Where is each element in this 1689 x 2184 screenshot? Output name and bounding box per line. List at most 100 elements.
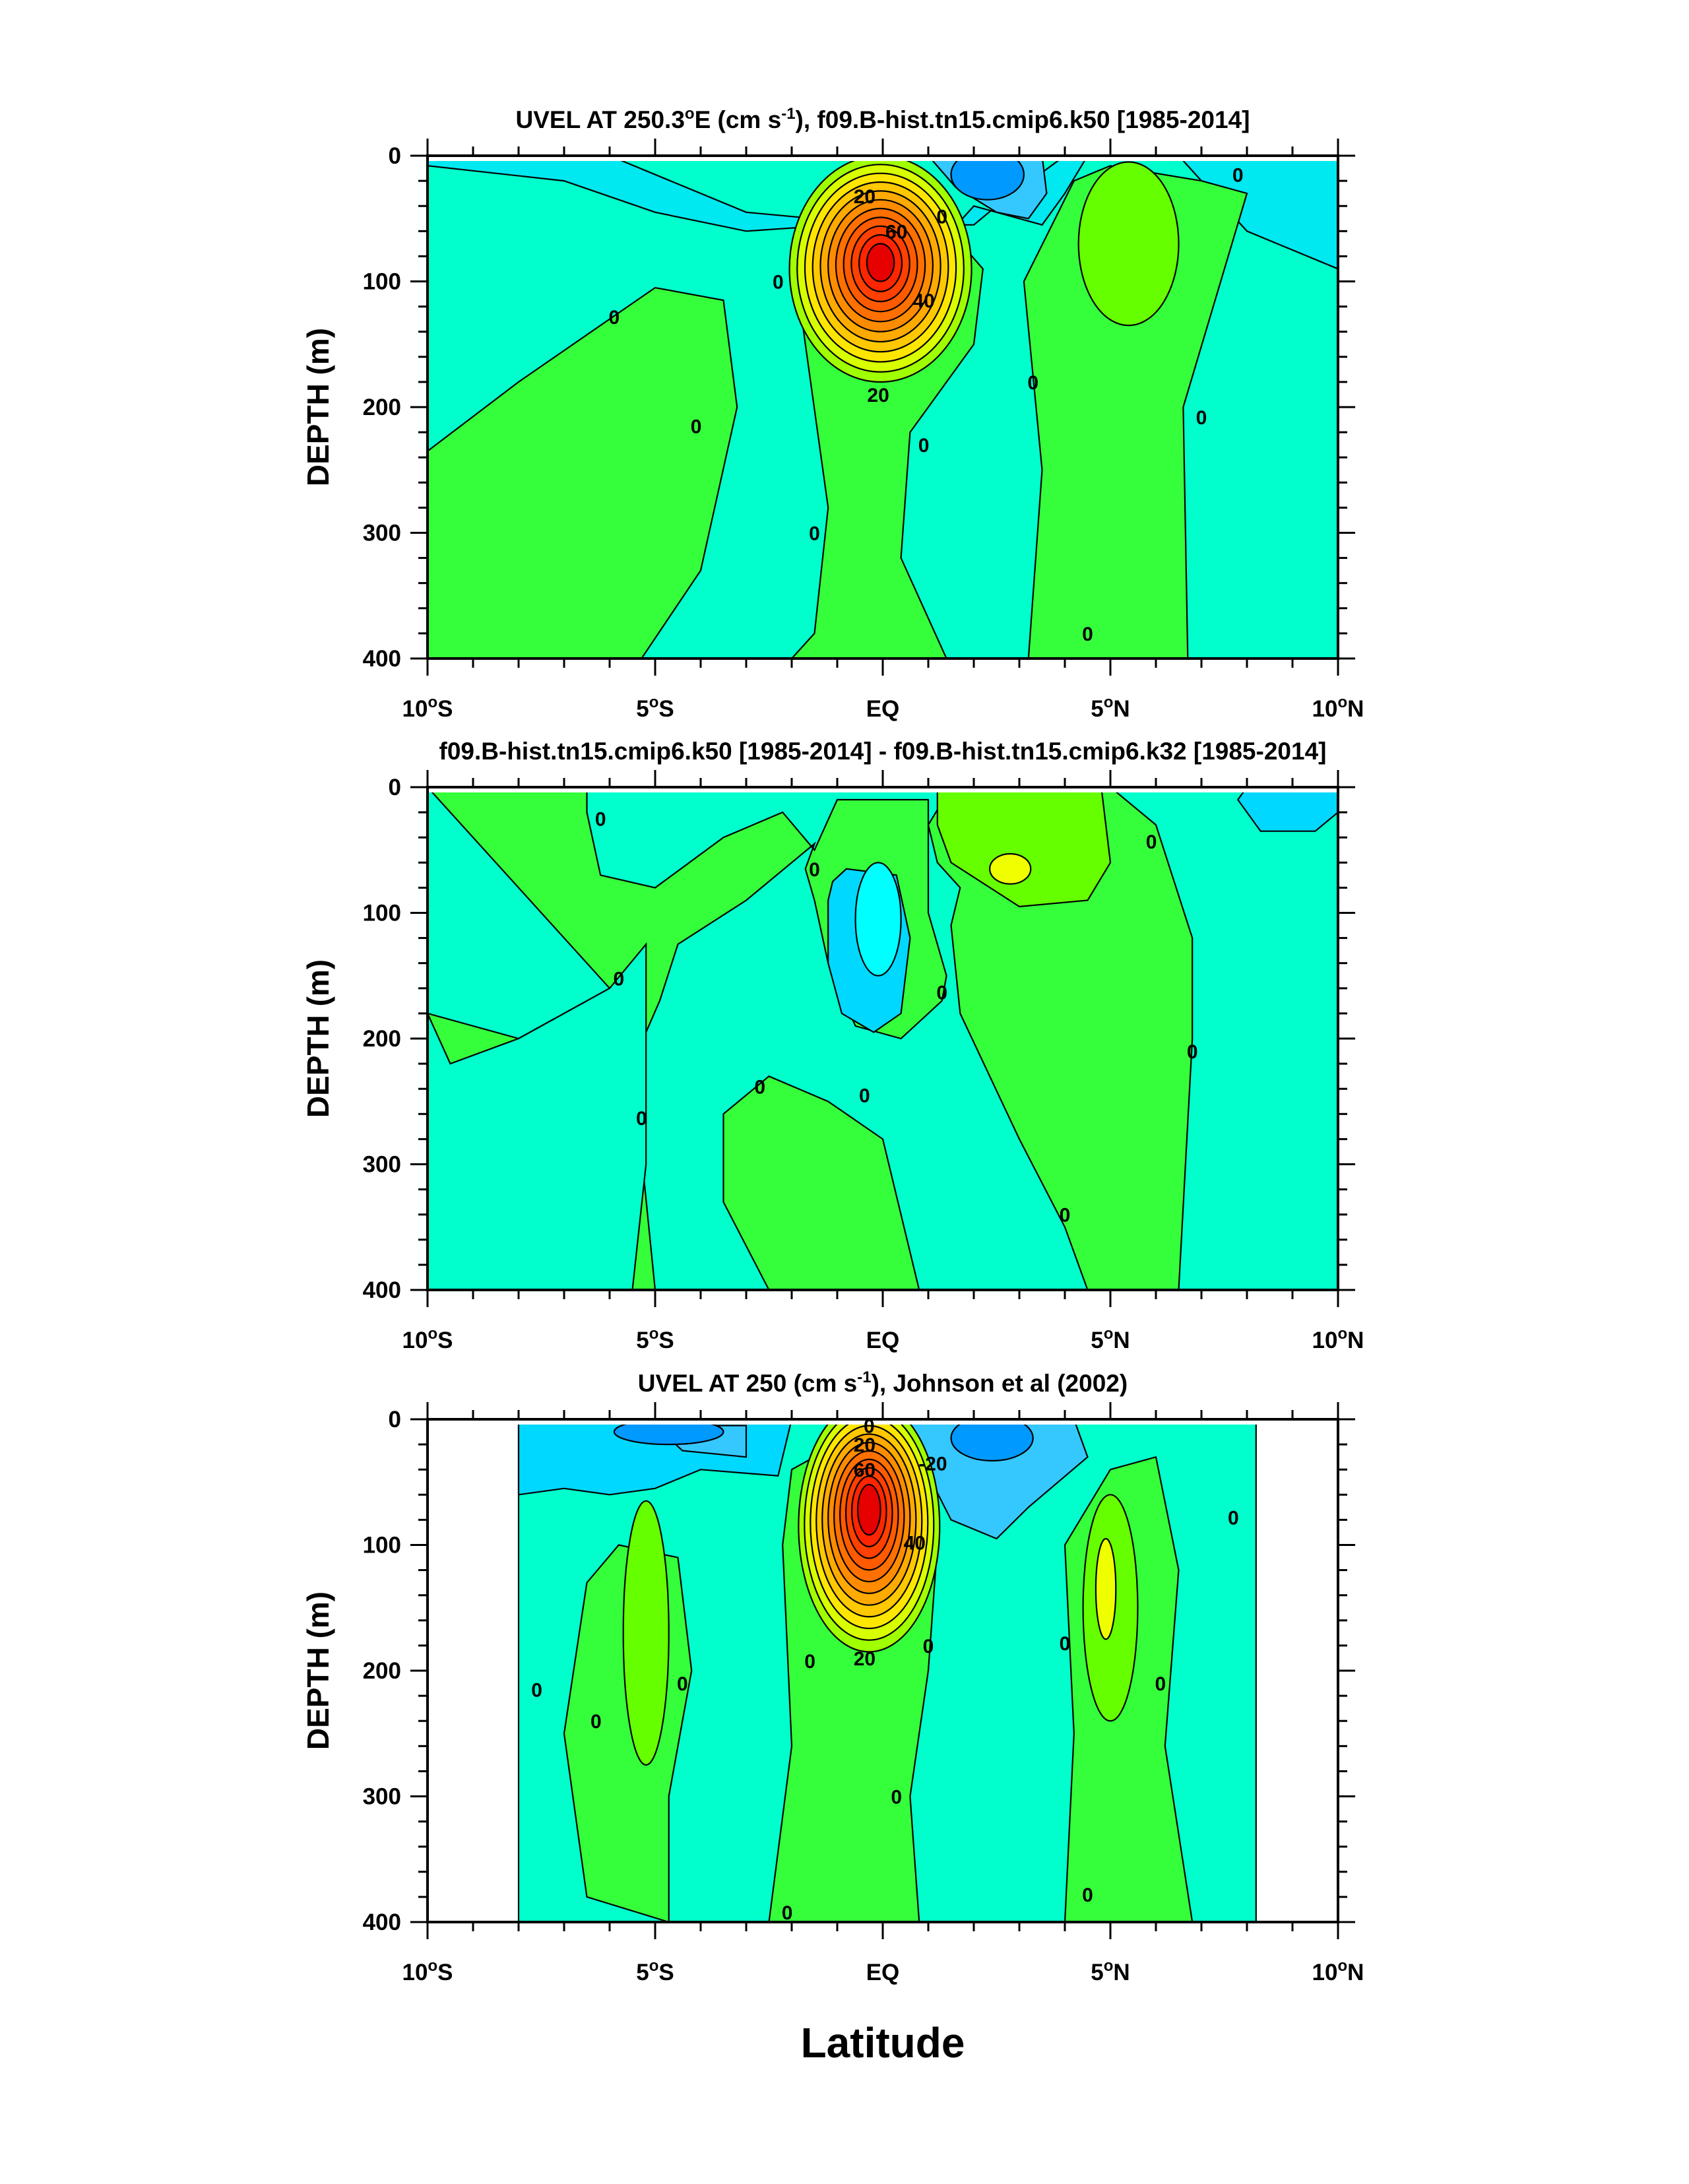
diff-sw-negative: [428, 942, 647, 1290]
y-tick-label: 300: [363, 1152, 401, 1178]
contour-label: 0: [1232, 165, 1244, 187]
contour-label: 20: [867, 385, 889, 406]
obs-positive-sw-core: [622, 1500, 670, 1766]
contour-label: 60: [885, 221, 907, 243]
contour-label: 20: [854, 186, 876, 208]
contour-label: 0: [891, 1787, 902, 1809]
y-tick-label: 0: [389, 1407, 401, 1432]
contour-label: 40: [912, 290, 934, 312]
contour-label: 0: [923, 1636, 934, 1657]
y-tick-label: 400: [363, 1277, 401, 1303]
x-tick-label: 5oS: [636, 693, 674, 722]
obs-westward-core-e: [950, 1425, 1034, 1461]
y-tick-label: 300: [363, 521, 401, 546]
x-tick-label: 10oS: [402, 1957, 453, 1985]
y-axis-label: DEPTH (m): [301, 1591, 335, 1750]
y-axis-label: DEPTH (m): [301, 959, 335, 1118]
contour-label: 0: [636, 1108, 647, 1130]
contour-label: 0: [782, 1902, 793, 1924]
contour-label: 0: [809, 523, 820, 545]
panel-title: UVEL AT 250.3oE (cm s-1), f09.B-hist.tn1…: [516, 105, 1250, 133]
x-axis-label: Latitude: [801, 2019, 965, 2067]
contour-label: 0: [595, 809, 606, 831]
diff-positive-eq: [722, 1075, 920, 1290]
panel-3: 020604020-2000000000000010020030040010oS…: [301, 1368, 1364, 1985]
x-tick-label: 10oN: [1312, 1957, 1364, 1985]
diff-negative-inner: [854, 862, 902, 977]
x-tick-label: 10oN: [1312, 693, 1364, 722]
contour-label: 0: [864, 1416, 875, 1438]
y-tick-label: 200: [363, 1026, 401, 1052]
diff-positive-east-core: [936, 792, 1112, 908]
positive-core-ne: [1077, 161, 1180, 327]
contour-label: 0: [613, 969, 624, 990]
diff-positive-east: [927, 792, 1194, 1290]
contour-label: 40: [904, 1533, 926, 1555]
obs-yellow-ne: [1095, 1537, 1117, 1640]
contour-label: -20: [918, 1454, 947, 1475]
contour-label: 0: [809, 859, 820, 881]
x-tick-label: 5oS: [636, 1325, 674, 1353]
x-tick-label: 10oS: [402, 1325, 453, 1353]
diff-yellow-core: [989, 852, 1032, 885]
contour-label: 0: [754, 1076, 765, 1098]
contour-label: 20: [854, 1648, 876, 1670]
contour-label: 0: [691, 416, 702, 438]
x-tick-label: 10oN: [1312, 1325, 1364, 1353]
y-tick-label: 100: [363, 269, 401, 295]
x-tick-label: EQ: [866, 696, 900, 722]
contour-label: 20: [854, 1434, 876, 1456]
positive-region-sw: [428, 286, 738, 658]
westward-core-b: [950, 161, 1025, 201]
obs-jet-level-10: [856, 1483, 881, 1536]
y-tick-label: 0: [389, 775, 401, 800]
panel-title: UVEL AT 250 (cm s-1), Johnson et al (200…: [638, 1368, 1128, 1397]
x-tick-label: 5oS: [636, 1957, 674, 1985]
contour-label: 0: [773, 272, 784, 294]
y-tick-label: 400: [363, 646, 401, 672]
x-tick-label: EQ: [866, 1960, 900, 1985]
x-tick-label: 10oS: [402, 693, 453, 722]
contour-label: 0: [531, 1680, 542, 1702]
y-axis-label: DEPTH (m): [301, 328, 335, 486]
contour-label: 0: [918, 435, 930, 457]
x-tick-label: 5oN: [1091, 1957, 1130, 1985]
contour-fill-2: [428, 792, 1338, 1290]
y-tick-label: 100: [363, 901, 401, 926]
contour-label: 0: [859, 1085, 870, 1107]
obs-westward-core-w: [613, 1425, 724, 1446]
y-tick-label: 400: [363, 1910, 401, 1935]
contour-label: 0: [590, 1711, 602, 1733]
y-tick-label: 300: [363, 1784, 401, 1810]
contour-fill-1: [428, 161, 1338, 658]
contour-label: 0: [1228, 1508, 1239, 1529]
positive-region-ne: [1023, 165, 1248, 658]
y-tick-label: 100: [363, 1533, 401, 1558]
panel-title: f09.B-hist.tn15.cmip6.k50 [1985-2014] - …: [439, 738, 1327, 765]
contour-label: 0: [804, 1651, 815, 1673]
contour-label: 0: [1027, 372, 1038, 394]
jet-level-10: [866, 243, 895, 282]
contour-label: 60: [854, 1460, 876, 1481]
contour-label: 0: [1146, 831, 1157, 853]
y-tick-label: 200: [363, 395, 401, 420]
contour-label: 0: [936, 982, 947, 1004]
y-tick-label: 200: [363, 1658, 401, 1684]
contour-label: 0: [1082, 624, 1093, 645]
contour-fill-3: [428, 1425, 1338, 1922]
contour-label: 0: [1187, 1041, 1198, 1063]
contour-label: 0: [1082, 1884, 1093, 1906]
contour-label: 0: [1155, 1673, 1166, 1695]
y-tick-label: 0: [389, 143, 401, 169]
diff-ne-negative: [1236, 792, 1338, 832]
contour-label: 0: [936, 206, 947, 228]
contour-label: 0: [1196, 407, 1207, 429]
contour-label: 0: [1060, 1633, 1071, 1655]
contour-label: 0: [609, 307, 620, 329]
x-tick-label: 5oN: [1091, 693, 1130, 722]
contour-label: 0: [1060, 1205, 1071, 1227]
x-tick-label: EQ: [866, 1328, 900, 1353]
